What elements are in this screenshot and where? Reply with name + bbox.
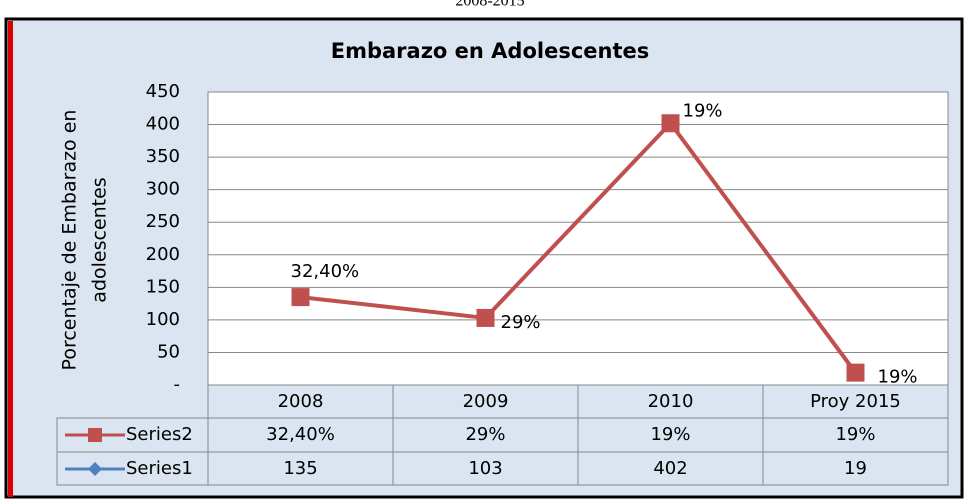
data-label: 29%	[501, 312, 541, 333]
x-tick-label: 2010	[648, 391, 694, 412]
marker	[846, 363, 865, 382]
left-stripe	[8, 21, 13, 497]
y-tick-label: -	[174, 374, 181, 395]
y-tick-label: 400	[146, 114, 180, 135]
caption: 2008-2015	[455, 0, 524, 10]
y-tick-label: 50	[157, 341, 180, 362]
table-value: 19%	[650, 424, 690, 445]
chart-title: Embarazo en Adolescentes	[331, 39, 650, 63]
data-label: 32,40%	[291, 261, 360, 282]
y-tick-label: 350	[146, 146, 180, 167]
legend-marker	[88, 428, 102, 442]
y-tick-label: 100	[146, 309, 180, 330]
y-axis-title-line: adolescentes	[89, 177, 111, 302]
plot-area	[207, 91, 949, 386]
x-tick-label: 2009	[463, 391, 509, 412]
legend-marker	[88, 462, 102, 476]
marker	[476, 308, 495, 327]
table-value: 19	[844, 458, 867, 479]
table-value: 19%	[835, 424, 875, 445]
series-line-overlay	[300, 120, 858, 374]
y-axis-title-line: Porcentaje de Embarazo en	[59, 110, 81, 371]
y-axis-title: Porcentaje de Embarazo en adolescentes	[59, 110, 111, 371]
y-tick-label: 300	[146, 179, 180, 200]
y-tick-label: 250	[146, 211, 180, 232]
table-value: 103	[468, 458, 502, 479]
legend-label: Series2	[126, 424, 193, 445]
table-value: 135	[283, 458, 317, 479]
data-label: 19%	[683, 100, 723, 121]
y-tick-label: 150	[146, 276, 180, 297]
table-value: 32,40%	[266, 424, 335, 445]
table-value: 402	[653, 458, 687, 479]
marker	[661, 114, 680, 133]
y-tick-label: 450	[146, 81, 180, 102]
x-tick-label: Proy 2015	[810, 391, 901, 412]
y-tick-label: 200	[146, 244, 180, 265]
marker	[291, 288, 310, 307]
x-tick-label: 2008	[278, 391, 324, 412]
table-value: 29%	[465, 424, 505, 445]
data-label: 19%	[878, 367, 918, 388]
legend-label: Series1	[126, 458, 193, 479]
